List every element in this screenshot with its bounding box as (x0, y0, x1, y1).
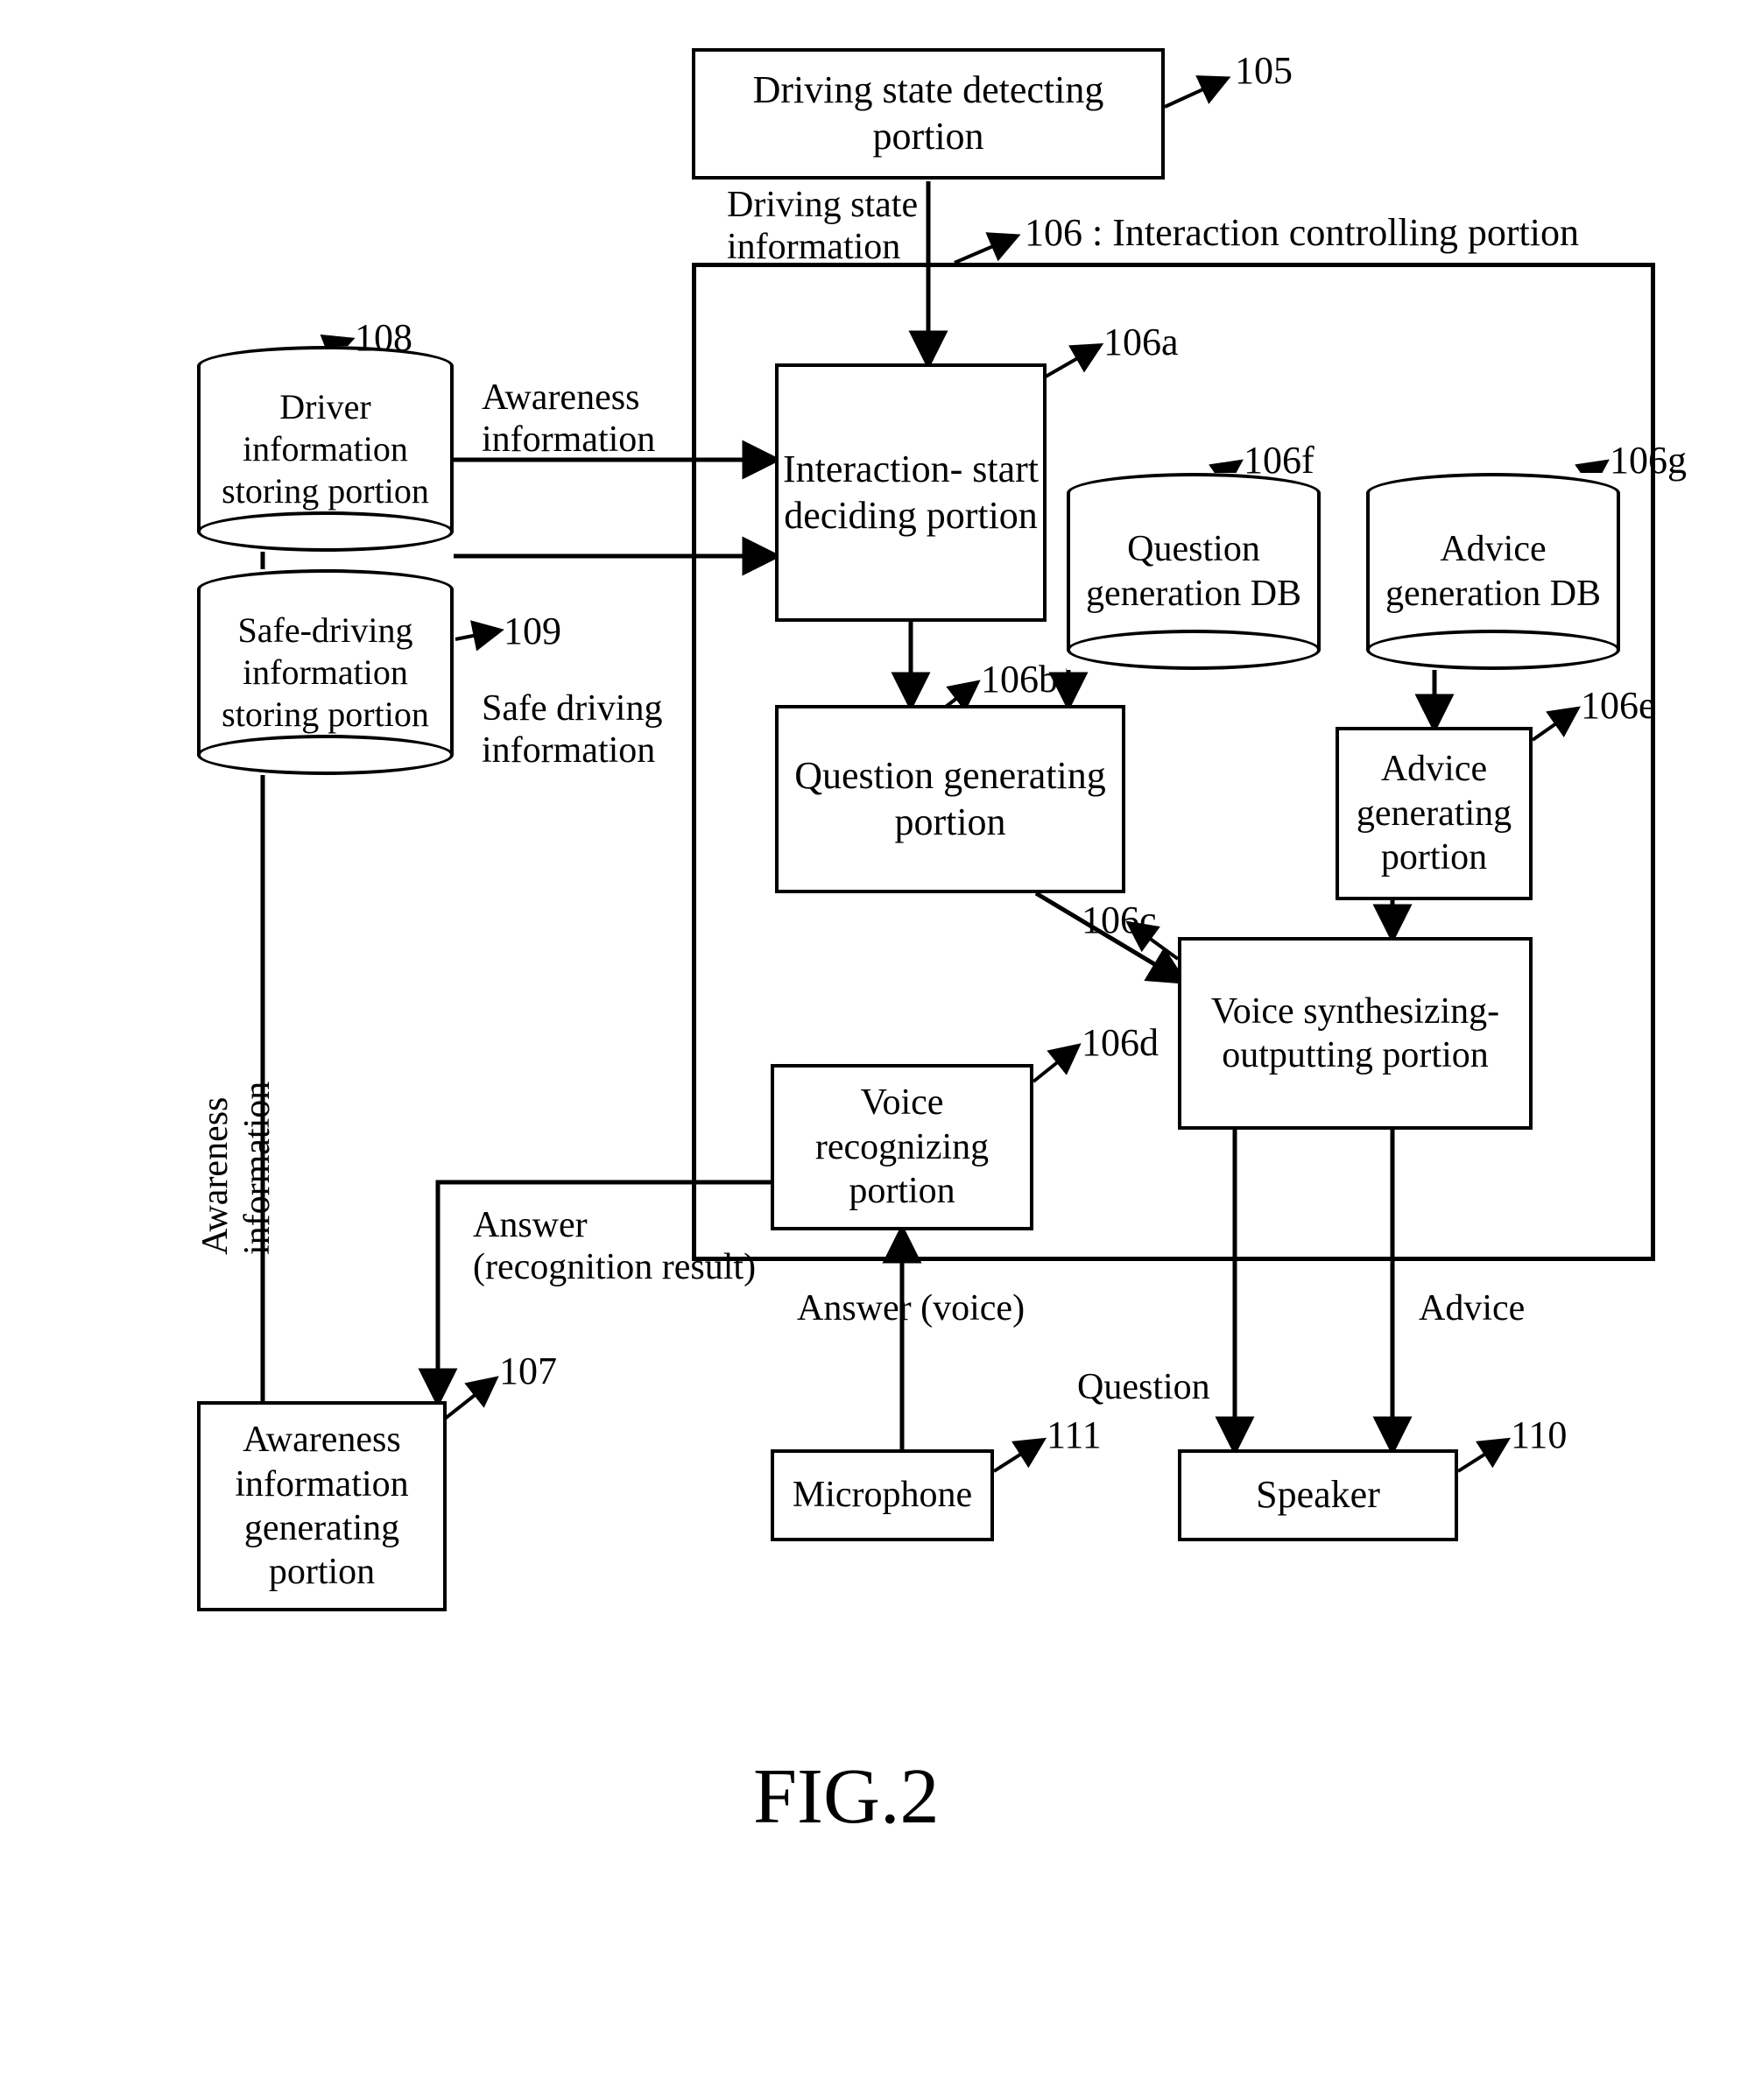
box-110-label: Speaker (1256, 1472, 1380, 1519)
box-voice-recognizing: Voice recognizing portion (771, 1064, 1033, 1230)
id-106c: 106c (1082, 898, 1157, 942)
db-108-label: Driver information storing portion (201, 386, 450, 512)
label-answer-voice: Answer (voice) (797, 1287, 1025, 1329)
label-driving-state-info: Driving state information (727, 184, 918, 268)
id-106d: 106d (1082, 1020, 1159, 1065)
box-111-label: Microphone (793, 1473, 972, 1517)
db-question-generation: Question generation DB (1067, 473, 1321, 670)
box-106b-label: Question generating portion (779, 753, 1122, 846)
id-106f: 106f (1244, 438, 1314, 483)
label-awareness-top: Awareness information (482, 377, 655, 461)
id-105: 105 (1235, 48, 1293, 93)
box-106c-label: Voice synthesizing- outputting portion (1181, 990, 1529, 1078)
box-microphone: Microphone (771, 1449, 994, 1541)
label-answer-recog: Answer (recognition result) (473, 1204, 756, 1288)
label-safe-driving: Safe driving information (482, 687, 662, 772)
db-109-label: Safe-driving information storing portion (201, 610, 450, 736)
box-question-generating: Question generating portion (775, 705, 1125, 893)
id-107: 107 (499, 1349, 557, 1393)
id-106: 106 : Interaction controlling portion (1025, 210, 1579, 255)
db-106f-label: Question generation DB (1070, 527, 1317, 616)
figure-label: FIG.2 (753, 1751, 940, 1842)
box-106a-label: Interaction- start deciding portion (779, 447, 1043, 539)
label-awareness-left: Awareness information (194, 878, 278, 1255)
db-106g-label: Advice generation DB (1370, 527, 1617, 616)
id-106a: 106a (1103, 320, 1179, 364)
box-driving-state-detecting: Driving state detecting portion (692, 48, 1165, 180)
box-voice-synthesizing-outputting: Voice synthesizing- outputting portion (1178, 937, 1533, 1130)
db-advice-generation: Advice generation DB (1366, 473, 1620, 670)
box-speaker: Speaker (1178, 1449, 1458, 1541)
box-interaction-start-deciding: Interaction- start deciding portion (775, 363, 1047, 622)
id-106g: 106g (1610, 438, 1687, 483)
label-question: Question (1077, 1366, 1210, 1408)
db-safe-driving-info-storing: Safe-driving information storing portion (197, 569, 454, 775)
box-advice-generating: Advice generating portion (1336, 727, 1533, 900)
box-106e-label: Advice generating portion (1339, 747, 1529, 879)
box-106d-label: Voice recognizing portion (774, 1081, 1030, 1213)
id-109: 109 (504, 609, 561, 653)
box-awareness-info-generating: Awareness information generating portion (197, 1401, 447, 1611)
box-105-label: Driving state detecting portion (695, 67, 1161, 160)
id-108: 108 (355, 315, 412, 360)
id-110: 110 (1511, 1413, 1567, 1457)
box-107-label: Awareness information generating portion (201, 1418, 443, 1595)
db-driver-info-storing: Driver information storing portion (197, 346, 454, 552)
id-106e: 106e (1581, 683, 1656, 728)
label-advice: Advice (1419, 1287, 1525, 1329)
id-111: 111 (1047, 1413, 1102, 1457)
id-106b: 106b (981, 657, 1058, 701)
